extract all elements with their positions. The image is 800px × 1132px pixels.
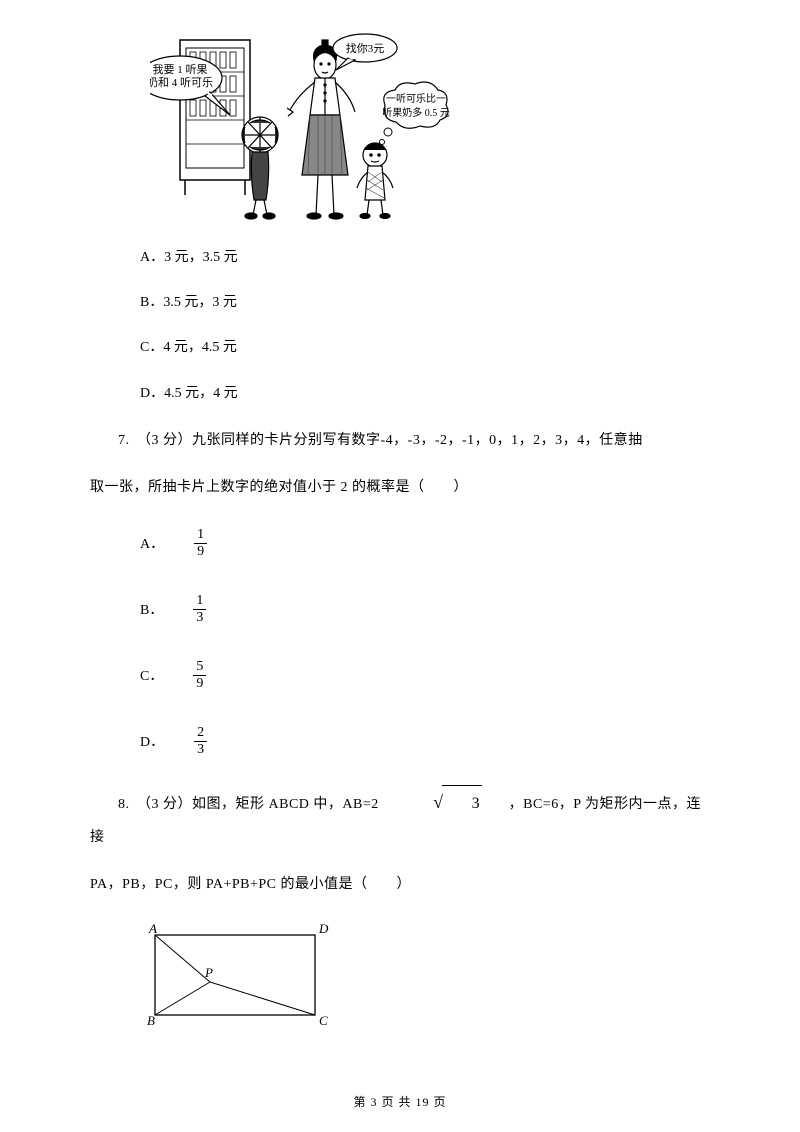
- q8-line2: PA，PB，PC，则 PA+PB+PC 的最小值是（ ）: [90, 870, 710, 901]
- svg-text:D: D: [318, 921, 329, 936]
- fraction-2-3: 2 3: [194, 725, 207, 757]
- q7-d-label: D．: [140, 731, 164, 751]
- frac-num: 2: [194, 725, 207, 741]
- q7-option-a: A． 1 9: [140, 519, 710, 567]
- svg-text:听果奶多 0.5 元: 听果奶多 0.5 元: [382, 106, 450, 119]
- svg-text:我要 1 听果: 我要 1 听果: [153, 63, 208, 76]
- page-footer: 第 3 页 共 19 页: [0, 1093, 800, 1110]
- frac-den: 9: [193, 676, 206, 691]
- cartoon-svg: 我要 1 听果 奶和 4 听可乐 找你3元 一听可乐比一 听果奶多 0.5 元: [150, 20, 450, 220]
- cartoon-illustration: 我要 1 听果 奶和 4 听可乐 找你3元 一听可乐比一 听果奶多 0.5 元: [150, 20, 710, 225]
- frac-num: 1: [194, 527, 207, 543]
- q7-option-b: B． 1 3: [140, 585, 710, 633]
- frac-num: 5: [193, 659, 206, 675]
- q8-line1-a: 8. （3 分）如图，矩形 ABCD 中，AB=2: [118, 797, 393, 812]
- q6-option-b: B．3.5 元，3 元: [140, 290, 710, 315]
- svg-text:找你3元: 找你3元: [346, 41, 385, 55]
- q6-option-d: D．4.5 元，4 元: [140, 381, 710, 406]
- sqrt-3: √3: [405, 783, 482, 823]
- q7-line2: 取一张，所抽卡片上数字的绝对值小于 2 的概率是（ ）: [90, 473, 710, 504]
- q7-a-label: A．: [140, 533, 164, 553]
- q8-line1: 8. （3 分）如图，矩形 ABCD 中，AB=2 √3 ，BC=6，P 为矩形…: [90, 783, 710, 853]
- thought-bubble-right: 一听可乐比一 听果奶多 0.5 元: [380, 82, 450, 145]
- q7-option-c: C． 5 9: [140, 651, 710, 699]
- fraction-1-3: 1 3: [193, 593, 206, 625]
- svg-text:一听可乐比一: 一听可乐比一: [386, 93, 446, 105]
- svg-text:奶和 4 听可乐: 奶和 4 听可乐: [150, 75, 213, 89]
- svg-text:P: P: [204, 965, 213, 980]
- sqrt-radicand: 3: [442, 785, 483, 821]
- frac-num: 1: [193, 593, 206, 609]
- q6-option-c: C．4 元，4.5 元: [140, 335, 710, 360]
- q7-line1: 7. （3 分）九张同样的卡片分别写有数字-4，-3，-2，-1，0，1，2，3…: [90, 426, 710, 457]
- frac-den: 9: [194, 544, 207, 559]
- fraction-5-9: 5 9: [193, 659, 206, 691]
- q7-option-d: D． 2 3: [140, 717, 710, 765]
- rect-svg: A D B C P: [135, 917, 335, 1037]
- frac-den: 3: [194, 742, 207, 757]
- frac-den: 3: [193, 610, 206, 625]
- q7-c-label: C．: [140, 665, 163, 685]
- svg-text:B: B: [147, 1013, 155, 1028]
- speech-bubble-top: 找你3元: [333, 34, 397, 70]
- q6-option-a: A．3 元，3.5 元: [140, 245, 710, 270]
- svg-text:A: A: [148, 921, 157, 936]
- q7-b-label: B．: [140, 599, 163, 619]
- fraction-1-9: 1 9: [194, 527, 207, 559]
- svg-text:C: C: [319, 1013, 328, 1028]
- rectangle-diagram: A D B C P: [135, 917, 710, 1042]
